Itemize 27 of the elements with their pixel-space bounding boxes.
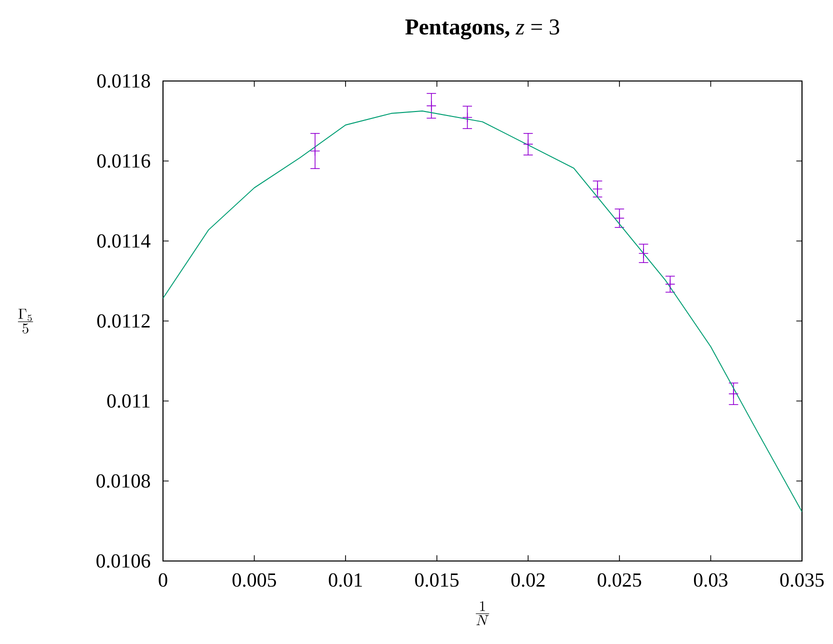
y-tick-label: 0.0112 <box>97 314 150 328</box>
point <box>592 184 603 194</box>
x-tick-label: 0.03 <box>694 573 728 587</box>
x-tick-label: 0.025 <box>598 573 642 587</box>
x-tick-label: 0.005 <box>232 573 276 587</box>
point <box>728 388 739 399</box>
y-tick-label: 0.0114 <box>97 234 150 248</box>
x-tick-label: 0.035 <box>780 573 824 587</box>
y-tick-label: 0.0106 <box>96 554 150 568</box>
chart-title: Pentagons, z = 3 <box>405 19 560 40</box>
point <box>614 213 624 224</box>
y-tick-label: 0.0108 <box>96 474 150 488</box>
point <box>638 248 649 258</box>
point <box>462 112 472 122</box>
x-tick-label: 0.015 <box>415 573 459 587</box>
x-tick-label: 0.01 <box>328 573 362 587</box>
point <box>523 139 534 150</box>
point <box>426 100 436 111</box>
x-tick-label: 0.02 <box>511 573 545 587</box>
y-tick-label: 0.011 <box>107 394 150 408</box>
y-axis-title: $\frac{\Gamma_5}{5}$ <box>18 308 34 334</box>
point <box>310 146 320 156</box>
x-tick-label: 0 <box>158 573 168 587</box>
y-tick-label: 0.0118 <box>97 74 150 88</box>
x-axis-title: $\frac{1}{N}$ <box>476 601 490 626</box>
point <box>665 279 676 290</box>
y-tick-label: 0.0116 <box>97 154 150 168</box>
